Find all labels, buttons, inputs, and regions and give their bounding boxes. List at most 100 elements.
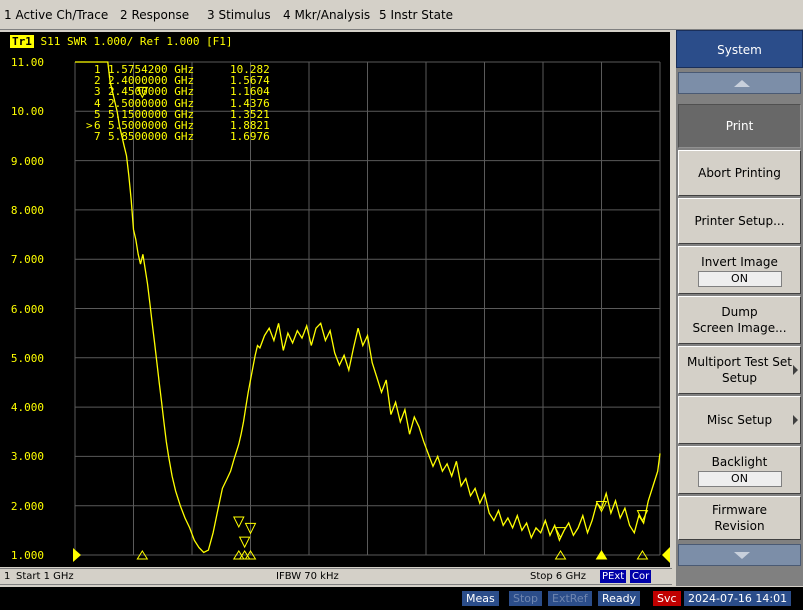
menu-mkr-analysis[interactable]: 4 Mkr/Analysis [283,8,371,22]
marker-number: 2 [94,74,101,88]
y-tick-label: 7.000 [10,253,44,267]
channel-status-bar: 1 Start 1 GHz IFBW 70 kHz Stop 6 GHz PEx… [0,568,672,585]
y-tick-label: 10.00 [10,105,44,119]
softkey-scroll-up[interactable] [678,72,801,94]
marker-row: 2 2.4000000 GHz 1.5674 [86,75,270,86]
marker-frequency: 2.4000000 GHz [108,74,195,88]
marker-value: 1.5674 [230,74,270,88]
dump-label: Dump [721,305,758,319]
multiport-test-set-label: Multiport Test Set [687,355,792,369]
printer-setup-label: Printer Setup... [694,214,785,228]
invert-image-label: Invert Image [701,254,778,269]
marker-value: 10.282 [230,63,270,76]
marker-table: 1 1.5754200 GHz 10.282 2 2.4000000 GHz 1.5674… [86,64,270,143]
print-button[interactable]: Print [678,104,801,148]
marker-triangle [238,536,251,549]
reference-position-arrow [662,547,670,563]
marker-value: 1.8821 [230,119,270,133]
marker-frequency: 5.1500000 GHz [108,107,195,121]
menu-response[interactable]: 2 Response [120,8,190,22]
revision-label: Revision [714,519,765,533]
y-tick-label: 5.000 [10,351,44,365]
marker-number: 5 [94,107,101,121]
y-tick-label: 11.00 [10,56,44,69]
marker-frequency: 5.8500000 GHz [108,130,195,144]
y-tick-label: 9.000 [10,154,44,168]
invert-image-state: ON [697,270,782,287]
softkey-scroll-down[interactable] [678,544,801,566]
datetime-display: 2024-07-16 14:01 [684,591,792,606]
y-tick-label: 8.000 [10,203,44,217]
marker-stimulus-triangle [136,550,149,560]
marker-triangle [244,522,257,535]
marker-row: 1 1.5754200 GHz 10.282 [86,64,270,75]
printer-setup-button[interactable]: Printer Setup... [678,198,801,244]
marker-frequency: 2.4500000 GHz [108,85,195,99]
dump-screen-image-button[interactable]: Dump Screen Image... [678,296,801,344]
marker-frequency: 2.5000000 GHz [108,96,195,110]
print-label: Print [725,119,754,133]
marker-triangle [232,516,245,529]
marker-row: 7 5.8500000 GHz 1.6976 [86,131,270,142]
trace-header-text: S11 SWR 1.000/ Ref 1.000 [F1] [40,35,233,48]
extref-indicator: ExtRef [548,591,592,606]
trace-header: Tr1 S11 SWR 1.000/ Ref 1.000 [F1] [10,35,233,48]
trace-plot[interactable]: Tr1 S11 SWR 1.000/ Ref 1.000 [F1] 11.00 1… [0,32,670,567]
instrument-status-bar: Meas Stop ExtRef Ready Svc 2024-07-16 14… [0,587,803,610]
y-tick-label: 2.000 [10,499,44,513]
arrow-up-icon [734,80,750,87]
stop-frequency[interactable]: Stop 6 GHz [530,571,586,582]
marker-number: 1 [94,63,101,76]
menu-active-ch-trace[interactable]: 1 Active Ch/Trace [4,8,109,22]
start-frequency[interactable]: Start 1 GHz [16,571,74,582]
marker-stimulus-triangle [636,550,649,560]
y-tick-label: 6.000 [10,302,44,316]
stop-indicator: Stop [509,591,543,606]
cor-badge: Cor [630,570,652,583]
marker-row: 4 2.5000000 GHz 1.4376 [86,96,270,110]
softkey-menu-title[interactable]: System [676,30,803,68]
marker-row: >6 5.5000000 GHz 1.8821 [86,120,270,131]
marker-stimulus-triangle [244,550,257,560]
marker-stimulus-triangle [238,550,251,560]
multiport-test-set-setup-button[interactable]: Multiport Test Set Setup [678,346,801,394]
marker-row: 3 2.4500000 GHz 1.1604 [86,86,270,97]
channel-number: 1 [4,571,11,582]
arrow-down-icon [734,552,750,559]
submenu-arrow-icon [793,415,798,425]
swr-chart [73,61,670,563]
backlight-label: Backlight [711,454,768,469]
marker-value: 1.3521 [230,107,270,121]
abort-printing-button[interactable]: Abort Printing [678,150,801,196]
marker-value: 1.1604 [230,85,270,99]
y-tick-label: 3.000 [10,450,44,464]
menu-instr-state[interactable]: 5 Instr State [379,8,454,22]
backlight-button[interactable]: Backlight ON [678,446,801,494]
marker-triangle [554,527,567,539]
marker-number: 7 [94,130,101,144]
menu-stimulus[interactable]: 3 Stimulus [207,8,271,22]
swr-trace-line [75,61,661,554]
firmware-revision-button[interactable]: Firmware Revision [678,496,801,540]
marker-triangle [136,86,149,99]
trace-id-badge[interactable]: Tr1 [10,35,34,48]
pext-badge: PExt [600,570,627,583]
reference-level-arrow [73,548,81,562]
invert-image-button[interactable]: Invert Image ON [678,246,801,294]
marker-stimulus-triangle [554,550,567,560]
marker-number: 6 [94,119,101,133]
menu-bar: 1 Active Ch/Trace 2 Response 3 Stimulus … [0,0,803,30]
ready-indicator: Ready [598,591,641,606]
marker-stimulus-triangle [232,550,245,560]
marker-value: 1.6976 [230,130,270,144]
misc-setup-button[interactable]: Misc Setup [678,396,801,444]
ifbw-value[interactable]: IFBW 70 kHz [276,571,339,582]
y-tick-label: 4.000 [10,401,44,415]
marker-row: 5 5.1500000 GHz 1.3521 [86,109,270,120]
marker-stimulus-triangle [595,550,608,560]
meas-indicator: Meas [462,591,499,606]
setup-label: Setup [722,371,757,385]
screen-image-label: Screen Image... [692,321,787,335]
marker-number: 3 [94,85,101,99]
marker-frequency: 1.5754200 GHz [108,63,195,76]
